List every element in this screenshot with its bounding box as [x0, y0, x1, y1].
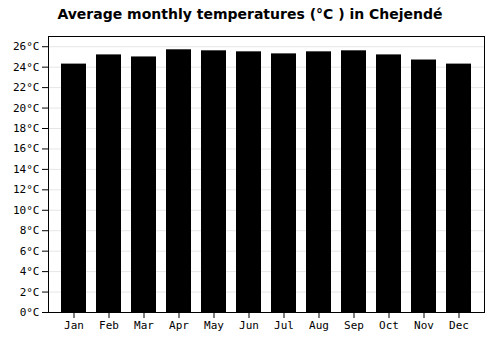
svg-text:12°C: 12°C: [13, 183, 40, 196]
svg-text:18°C: 18°C: [13, 122, 40, 135]
svg-text:Jun: Jun: [239, 319, 259, 332]
svg-text:8°C: 8°C: [20, 224, 40, 237]
svg-text:Dec: Dec: [449, 319, 469, 332]
svg-text:26°C: 26°C: [13, 40, 40, 53]
svg-text:2°C: 2°C: [20, 286, 40, 299]
svg-text:May: May: [204, 319, 224, 332]
html-text:Average monthly temperatures (: Average monthly temperatures (°C ) in Ch…: [57, 6, 443, 22]
svg-text:16°C: 16°C: [13, 142, 40, 155]
svg-text:Jul: Jul: [274, 319, 294, 332]
svg-text:Apr: Apr: [169, 319, 189, 332]
svg-text:4°C: 4°C: [20, 265, 40, 278]
svg-text:22°C: 22°C: [13, 81, 40, 94]
svg-text:Mar: Mar: [134, 319, 154, 332]
svg-text:Nov: Nov: [414, 319, 434, 332]
svg-text:Oct: Oct: [379, 319, 399, 332]
svg-text:24°C: 24°C: [13, 61, 40, 74]
svg-text:6°C: 6°C: [20, 245, 40, 258]
svg-text:Sep: Sep: [344, 319, 364, 332]
svg-text:10°C: 10°C: [13, 204, 40, 217]
svg-text:20°C: 20°C: [13, 102, 40, 115]
svg-text:Jan: Jan: [64, 319, 84, 332]
svg-text:Feb: Feb: [99, 319, 119, 332]
svg-text:14°C: 14°C: [13, 163, 40, 176]
svg-text:0°C: 0°C: [20, 306, 40, 319]
svg-text:Aug: Aug: [309, 319, 329, 332]
